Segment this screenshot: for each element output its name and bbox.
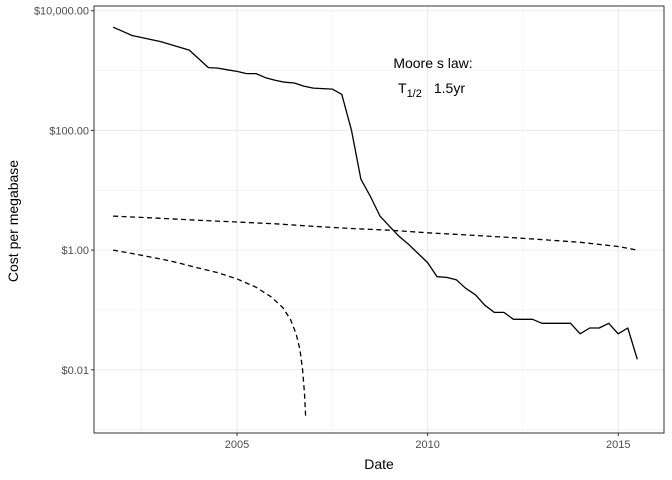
annotation-value: 1.5yr [434,80,465,96]
y-axis-title: Cost per megabase [5,160,21,282]
x-tick-label: 2015 [606,439,630,451]
y-tick-label: $1.00 [61,245,89,257]
series-line-3 [112,249,307,416]
annotation-line-2: T1/2 1.5yr [398,80,465,100]
grid-layer [94,6,664,433]
series-line-2 [113,215,638,251]
annotation-line-1: Moore s law: [393,55,472,71]
annotation-subscript: 1/2 [407,88,422,100]
y-tick-label: $100.00 [49,125,89,137]
moores-law-annotation: Moore s law: T1/2 1.5yr [393,55,472,100]
x-tick-label: 2010 [415,439,439,451]
y-tick-label: $10,000.00 [34,6,89,18]
ticks-layer: 2005 2010 2015 $10,000.00 $100.00 $1.00 $0.01 [34,6,631,451]
x-axis-title: Date [364,456,394,472]
annotation-t-symbol: T [398,80,407,96]
panel-border [93,5,665,434]
y-tick-label: $0.01 [61,365,89,377]
series-line-1 [112,26,638,360]
x-tick-label: 2005 [225,439,249,451]
series-layer [112,26,638,416]
